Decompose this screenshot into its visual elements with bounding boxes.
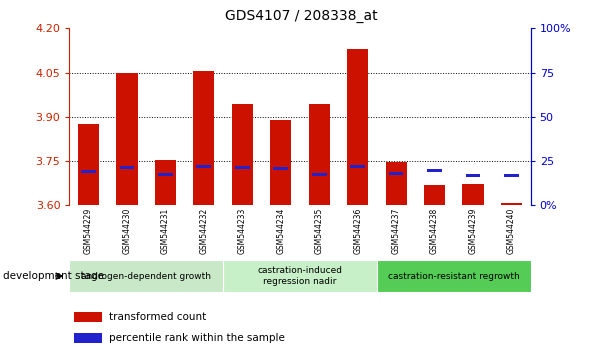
Text: GSM544233: GSM544233: [238, 208, 247, 254]
Bar: [74, 312, 102, 322]
Bar: [389, 172, 403, 175]
Bar: [78, 124, 99, 205]
Bar: [501, 203, 522, 205]
Text: GSM544232: GSM544232: [200, 208, 209, 254]
Text: percentile rank within the sample: percentile rank within the sample: [109, 332, 285, 343]
Text: GSM544230: GSM544230: [122, 208, 131, 254]
Text: androgen-dependent growth: androgen-dependent growth: [81, 272, 211, 281]
Bar: [270, 120, 291, 205]
Bar: [424, 185, 445, 205]
Bar: [194, 71, 215, 205]
Text: castration-resistant regrowth: castration-resistant regrowth: [388, 272, 520, 281]
Text: transformed count: transformed count: [109, 312, 206, 322]
Text: GSM544231: GSM544231: [161, 208, 170, 254]
Bar: [197, 165, 211, 168]
Bar: [232, 104, 253, 205]
Text: GSM544237: GSM544237: [391, 208, 400, 254]
Bar: [235, 166, 250, 169]
Bar: [466, 174, 481, 177]
Text: GSM544239: GSM544239: [469, 208, 478, 254]
Bar: [116, 74, 137, 205]
Bar: [377, 260, 531, 292]
Bar: [312, 173, 327, 176]
Text: development stage: development stage: [3, 271, 104, 281]
Bar: [463, 184, 484, 205]
Bar: [504, 174, 519, 177]
Bar: [74, 332, 102, 343]
Bar: [69, 260, 223, 292]
Bar: [347, 49, 368, 205]
Text: GSM544234: GSM544234: [276, 208, 285, 254]
Text: GDS4107 / 208338_at: GDS4107 / 208338_at: [225, 9, 378, 23]
Text: castration-induced
regression nadir: castration-induced regression nadir: [257, 267, 343, 286]
Text: GSM544240: GSM544240: [507, 208, 516, 254]
Bar: [309, 104, 330, 205]
Bar: [350, 166, 365, 169]
Text: GSM544229: GSM544229: [84, 208, 93, 254]
Bar: [273, 167, 288, 170]
Bar: [119, 166, 134, 169]
Text: GSM544238: GSM544238: [430, 208, 439, 254]
Bar: [81, 170, 96, 173]
Bar: [223, 260, 377, 292]
Text: GSM544236: GSM544236: [353, 208, 362, 254]
Text: GSM544235: GSM544235: [315, 208, 324, 254]
Bar: [385, 162, 406, 205]
Bar: [155, 160, 176, 205]
Bar: [427, 169, 442, 172]
Bar: [158, 172, 173, 176]
